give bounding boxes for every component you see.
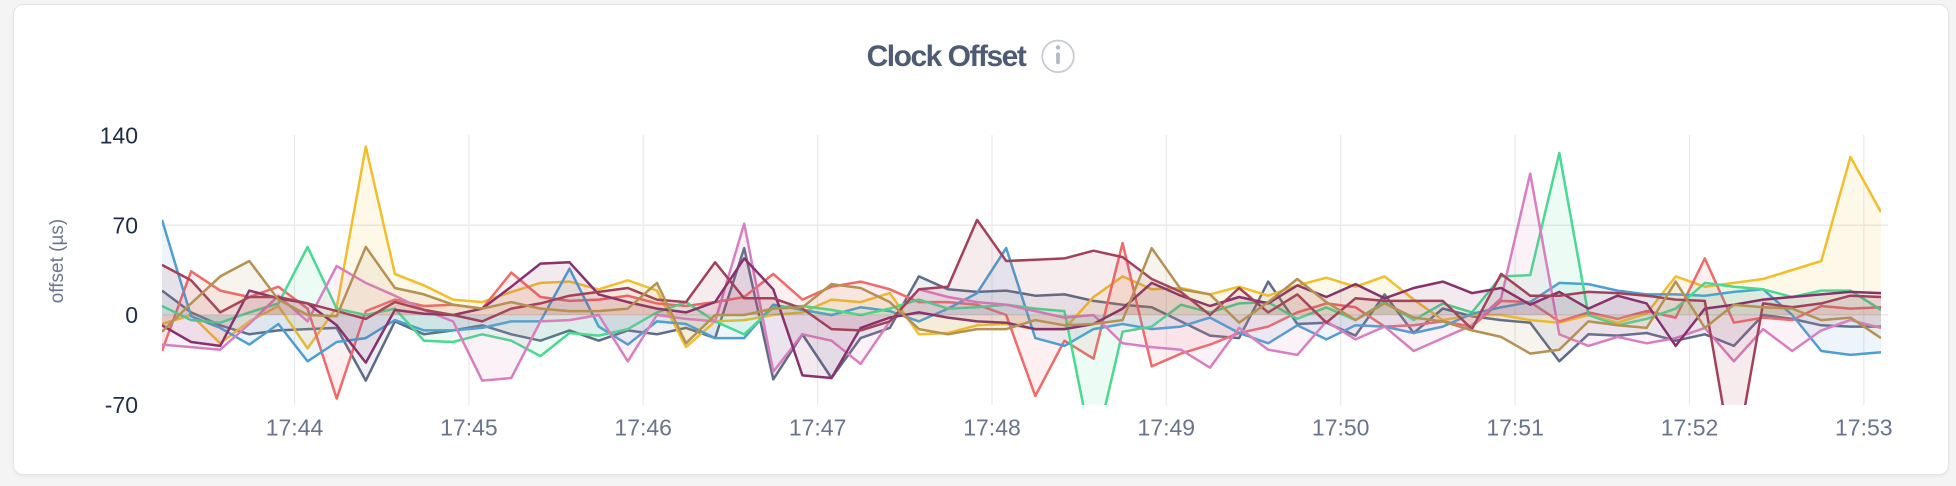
svg-text:Clock Offset: Clock Offset: [867, 40, 1027, 73]
svg-text:17:49: 17:49: [1138, 415, 1196, 441]
svg-text:17:53: 17:53: [1835, 415, 1893, 441]
svg-text:17:52: 17:52: [1661, 415, 1719, 441]
svg-text:17:45: 17:45: [440, 415, 498, 441]
svg-text:17:47: 17:47: [789, 415, 847, 441]
svg-text:-70: -70: [105, 392, 138, 418]
svg-text:17:48: 17:48: [963, 415, 1021, 441]
svg-text:70: 70: [112, 213, 138, 239]
svg-text:0: 0: [125, 302, 138, 328]
svg-text:17:51: 17:51: [1486, 415, 1544, 441]
svg-text:17:50: 17:50: [1312, 415, 1370, 441]
svg-text:140: 140: [100, 122, 138, 148]
svg-text:17:44: 17:44: [266, 415, 324, 441]
svg-text:offset (µs): offset (µs): [47, 219, 68, 304]
svg-text:17:46: 17:46: [614, 415, 672, 441]
